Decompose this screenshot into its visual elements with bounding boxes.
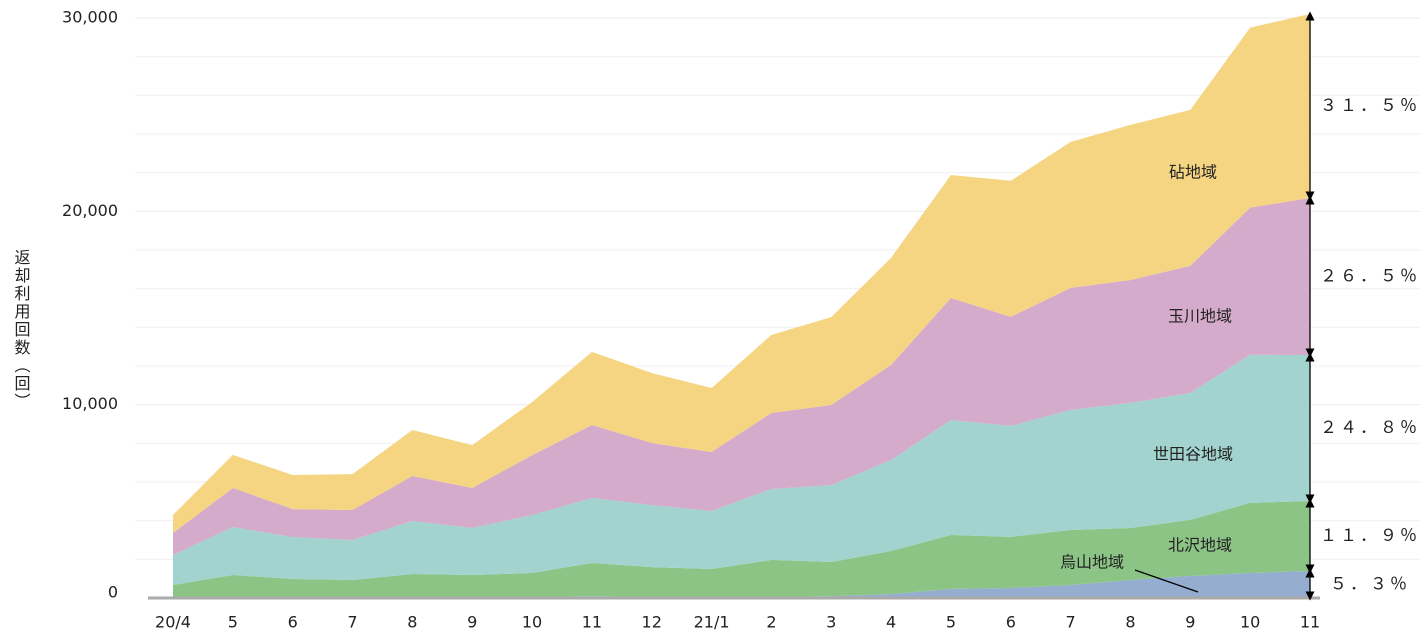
- area: [173, 570, 1310, 598]
- x-tick-label: 7: [347, 613, 357, 632]
- area: [173, 500, 1310, 598]
- x-tick-label: 10: [522, 613, 542, 632]
- labels: 返却利用回数（回） 0 10,000 20,000 30,000 20/4 5 6 7 8 9 10 1…: [12, 8, 1420, 632]
- x-tick-label: 8: [1125, 613, 1135, 632]
- x-tick-label: 10: [1240, 613, 1260, 632]
- x-tick-label: 5: [946, 613, 956, 632]
- x-tick-label: 9: [467, 613, 477, 632]
- x-tick-label: 11: [1300, 613, 1320, 632]
- x-tick-label: 8: [407, 613, 417, 632]
- area: [173, 197, 1310, 556]
- share-label: ２６．５％: [1320, 266, 1420, 286]
- x-tick-label: 11: [582, 613, 602, 632]
- share-label: １１．９％: [1320, 526, 1420, 546]
- y-tick-label: 20,000: [62, 201, 118, 220]
- share-label: ３１．５％: [1320, 96, 1420, 116]
- series-label: 北沢地域: [1168, 536, 1232, 555]
- series-label: 烏山地域: [1060, 553, 1124, 572]
- y-axis-label: 返却利用回数（回）: [12, 249, 31, 411]
- x-tick-label: 7: [1066, 613, 1076, 632]
- x-tick-label: 12: [642, 613, 662, 632]
- area: [173, 13, 1310, 534]
- x-tick-label: 5: [228, 613, 238, 632]
- series-label: 砧地域: [1169, 163, 1217, 182]
- x-tick-label: 6: [288, 613, 298, 632]
- x-tick-label: 9: [1185, 613, 1195, 632]
- y-tick-label: 30,000: [62, 8, 118, 27]
- share-label: ２４．８％: [1320, 418, 1420, 438]
- share-label: ５．３％: [1330, 574, 1410, 594]
- series-label: 玉川地域: [1168, 307, 1232, 326]
- x-tick-label: 4: [886, 613, 896, 632]
- x-tick-label: 2: [766, 613, 776, 632]
- x-tick-label: 6: [1006, 613, 1016, 632]
- areas: [148, 13, 1320, 600]
- x-tick-label: 20/4: [155, 613, 191, 632]
- y-tick-label: 0: [108, 583, 118, 602]
- area: [173, 354, 1310, 586]
- x-tick-label: 21/1: [694, 613, 730, 632]
- series-label: 世田谷地域: [1153, 445, 1233, 464]
- y-tick-label: 10,000: [62, 394, 118, 413]
- x-tick-label: 3: [826, 613, 836, 632]
- leader-line: [1134, 569, 1199, 593]
